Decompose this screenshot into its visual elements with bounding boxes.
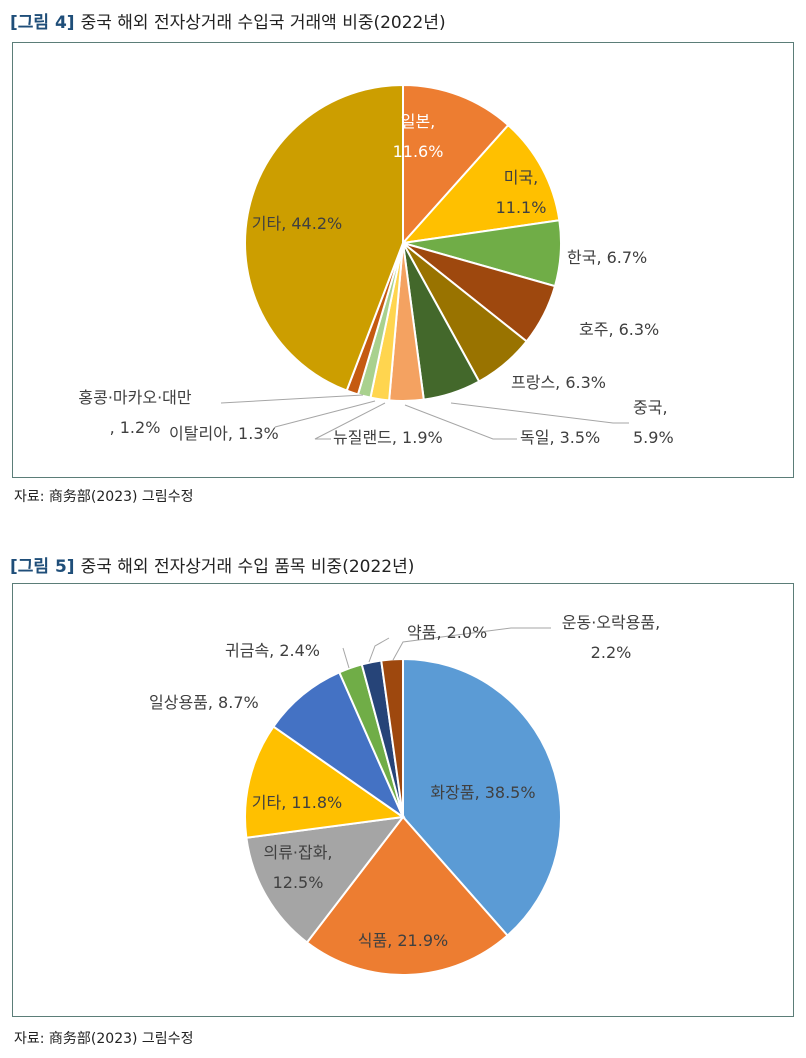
pie-chart-import-countries: 일본, 11.6% 미국, 11.1% 한국, 6.7% 호주, 6.3% 프랑스, 6.3…	[78, 83, 674, 447]
data-label-7: 독일, 3.5%	[520, 428, 600, 447]
figure-4-title: [그림 4] 중국 해외 전자상거래 수입국 거래액 비중(2022년)	[10, 8, 446, 33]
leader-line-8	[314, 402, 386, 440]
data-label-9: 이탈리아, 1.3%	[169, 424, 279, 443]
data-label-4: 기타, 11.8%	[252, 793, 342, 812]
leader-line-8	[392, 627, 551, 661]
data-label-6: 귀금속, 2.4%	[225, 641, 320, 660]
leader-line-9	[274, 400, 376, 428]
data-label-11: 기타, 44.2%	[252, 214, 342, 233]
data-label-3: 의류·잡화, 12.5%	[263, 843, 332, 892]
data-label-2: 식품, 21.9%	[358, 931, 448, 950]
data-label-5: 프랑스, 6.3%	[511, 373, 606, 392]
figure-5-source: 자료: 商务部(2023) 그림수정	[14, 1031, 194, 1047]
data-label-7: 약품, 2.0%	[407, 623, 487, 642]
pie-slice-2	[400, 123, 561, 245]
pie-slice-11	[244, 83, 404, 392]
data-label-4: 호주, 6.3%	[579, 320, 659, 339]
leader-line-7	[404, 404, 517, 440]
data-label-2: 미국, 11.1%	[496, 168, 547, 217]
data-label-5: 일상용품, 8.7%	[149, 693, 259, 712]
pie-slice-1	[402, 83, 510, 246]
data-label-3: 한국, 6.7%	[567, 248, 647, 267]
chart-frame-2: 화장품, 38.5% 식품, 21.9% 의류·잡화, 12.5% 기타, 11.8% 일…	[12, 583, 794, 1017]
pie-slice-4	[244, 725, 406, 839]
figure-5-title-text: 중국 해외 전자상거래 수입 품목 비중(2022년)	[80, 557, 415, 577]
pie-slice-3	[245, 815, 406, 944]
pie-slice-2	[305, 815, 509, 977]
data-label-8: 뉴질랜드, 1.9%	[333, 428, 443, 447]
leader-line-6	[450, 402, 629, 424]
figure-5-number: [그림 5]	[10, 557, 75, 577]
pie-slice-5	[272, 671, 406, 820]
data-label-10: 홍콩·마카오·대만, 1.2%	[78, 388, 191, 437]
leader-line-10	[220, 394, 364, 404]
data-label-6: 중국, 5.9%	[633, 398, 674, 447]
figure-4-title-text: 중국 해외 전자상거래 수입국 거래액 비중(2022년)	[80, 13, 446, 33]
pie-slice-8	[380, 657, 404, 818]
pie-chart-import-items: 화장품, 38.5% 식품, 21.9% 의류·잡화, 12.5% 기타, 11.8% 일…	[149, 613, 661, 977]
data-label-1: 일본, 11.6%	[393, 112, 444, 161]
pie-slice-1	[402, 657, 563, 937]
data-label-8: 운동·오락용품, 2.2%	[562, 613, 661, 662]
chart-frame-1: 일본, 11.6% 미국, 11.1% 한국, 6.7% 호주, 6.3% 프랑스, 6.3…	[12, 42, 794, 478]
data-label-1: 화장품, 38.5%	[430, 783, 535, 802]
leader-line-7	[368, 637, 390, 663]
figure-5-title: [그림 5] 중국 해외 전자상거래 수입 품목 비중(2022년)	[10, 552, 414, 577]
leader-line-6	[342, 647, 350, 669]
figure-4-number: [그림 4]	[10, 13, 75, 33]
figure-4-source: 자료: 商务部(2023) 그림수정	[14, 489, 194, 505]
